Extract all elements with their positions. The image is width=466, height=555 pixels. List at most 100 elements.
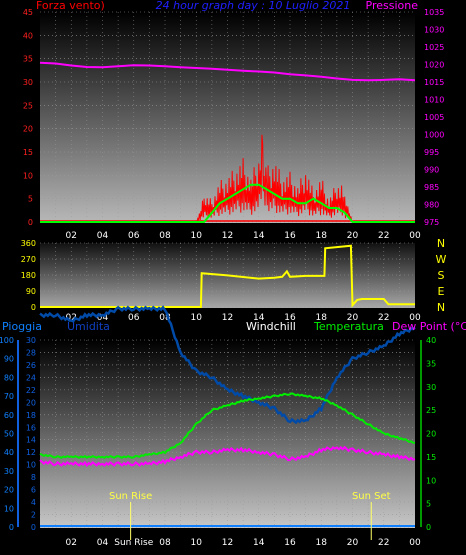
pressure-tick-label: 975: [424, 218, 439, 227]
hour-tick-label: 00: [409, 313, 421, 323]
rain-tick-label: 90: [4, 355, 14, 364]
compass-label: E: [438, 285, 445, 298]
temp-tick-label: 20: [426, 430, 436, 439]
hour-tick-label: 08: [159, 231, 171, 241]
wind-tick-label: 10: [23, 171, 33, 180]
humidity-tick-label: 30: [26, 336, 36, 345]
hour-tick-label: 10: [191, 231, 203, 241]
compass-label: S: [438, 269, 445, 282]
humidity-axis-label: Umidita: [67, 320, 110, 333]
humidity-tick-label: 6: [31, 486, 36, 495]
hour-tick-label: 22: [378, 538, 389, 548]
wind-tick-label: 45: [23, 8, 33, 17]
rain-tick-label: 70: [4, 392, 14, 401]
pressure-tick-label: 980: [424, 201, 439, 210]
hour-tick-label: 14: [253, 231, 265, 241]
pressure-series: [39, 61, 416, 82]
direction-tick-label: 360: [21, 239, 36, 248]
wind-axis-label: Forza vento): [36, 0, 105, 12]
pressure-tick-label: 1030: [424, 26, 444, 35]
hour-tick-label: 18: [316, 538, 328, 548]
wind-avg-series: [40, 183, 415, 223]
panel-wind-pressure: [40, 12, 415, 223]
humidity-tick-label: 4: [31, 498, 36, 507]
direction-tick-label: 90: [26, 287, 36, 296]
humidity-tick-label: 20: [26, 398, 36, 407]
humidity-tick-label: 28: [26, 348, 36, 357]
pressure-tick-label: 1020: [424, 61, 444, 70]
pressure-tick-label: 1000: [424, 131, 444, 140]
hour-tick-label: 12: [222, 231, 233, 241]
temp-tick-label: 0: [426, 523, 431, 532]
hour-tick-label: 20: [347, 231, 359, 241]
hour-tick-label: 10: [191, 538, 203, 548]
chart-title: 24 hour graph day : 10 Luglio 2021: [156, 0, 351, 12]
humidity-tick-label: 16: [26, 423, 36, 432]
direction-tick-label: 0: [31, 303, 36, 312]
hour-tick-label: 14: [253, 313, 265, 323]
hour-tick-label: 18: [316, 231, 328, 241]
humidity-tick-label: 10: [26, 461, 36, 470]
humidity-tick-label: 0: [31, 523, 36, 532]
wind-tick-label: 40: [23, 31, 33, 40]
wind-tick-label: 30: [23, 78, 33, 87]
temp-tick-label: 5: [426, 500, 431, 509]
hour-tick-label: 06: [128, 313, 140, 323]
hour-tick-label: 08: [159, 313, 171, 323]
temp-tick-label: 40: [426, 336, 436, 345]
pressure-axis-label: Pressione: [366, 0, 419, 12]
direction-tick-label: 270: [21, 255, 36, 264]
dewpoint-legend: Dew Point (°C): [392, 320, 466, 333]
pressure-tick-label: 1010: [424, 96, 444, 105]
temp-tick-label: 15: [426, 453, 436, 462]
wind-tick-label: 5: [28, 195, 33, 204]
hour-tick-label: 04: [97, 538, 109, 548]
hour-tick-label: 02: [66, 313, 77, 323]
pressure-tick-label: 1015: [424, 78, 444, 87]
pressure-tick-label: 1005: [424, 113, 444, 122]
humidity-tick-label: 18: [26, 411, 36, 420]
humidity-tick-label: 8: [31, 473, 36, 482]
hour-tick-label: 04: [97, 313, 109, 323]
hour-tick-label: 12: [222, 313, 233, 323]
rain-tick-label: 10: [4, 504, 14, 513]
temp-tick-label: 35: [426, 359, 436, 368]
sunrise-label: Sun Rise: [109, 491, 152, 502]
wind-tick-label: 35: [23, 55, 33, 64]
compass-label: N: [437, 301, 445, 314]
wind-tick-label: 25: [23, 101, 33, 110]
hour-tick-label: 16: [284, 313, 296, 323]
humidity-tick-label: 2: [31, 511, 36, 520]
rain-tick-label: 20: [4, 486, 14, 495]
wind-tick-label: 20: [23, 125, 33, 134]
rain-tick-label: 30: [4, 467, 14, 476]
wind-tick-label: 15: [23, 148, 33, 157]
humidity-tick-label: 14: [26, 436, 36, 445]
sunset-label: Sun Set: [352, 491, 391, 502]
hour-tick-label: 12: [222, 538, 233, 548]
hour-tick-label: 16: [284, 538, 296, 548]
pressure-tick-label: 995: [424, 148, 439, 157]
hour-tick-label: 02: [66, 538, 77, 548]
hour-tick-label: 20: [347, 538, 359, 548]
hour-tick-label: 06: [128, 231, 140, 241]
temp-tick-label: 30: [426, 383, 436, 392]
temperature-legend: Temperatura: [313, 320, 384, 333]
humidity-tick-label: 12: [26, 448, 36, 457]
wind-tick-label: 0: [28, 218, 33, 227]
hour-tick-label: 22: [378, 231, 389, 241]
pressure-tick-label: 990: [424, 166, 439, 175]
rain-tick-label: 40: [4, 448, 14, 457]
dewpoint-series: [39, 445, 416, 468]
direction-tick-label: 180: [21, 271, 36, 280]
hour-tick-label: 18: [316, 313, 328, 323]
temp-tick-label: 25: [426, 406, 436, 415]
rain-axis-label: Pioggia: [2, 320, 42, 333]
hour-tick-label: Sun Rise: [114, 538, 153, 548]
windchill-legend: Windchill: [246, 320, 296, 333]
pressure-tick-label: 1035: [424, 8, 444, 17]
hour-tick-label: 04: [97, 231, 109, 241]
hour-tick-label: 00: [409, 231, 421, 241]
hour-tick-label: 22: [378, 313, 389, 323]
